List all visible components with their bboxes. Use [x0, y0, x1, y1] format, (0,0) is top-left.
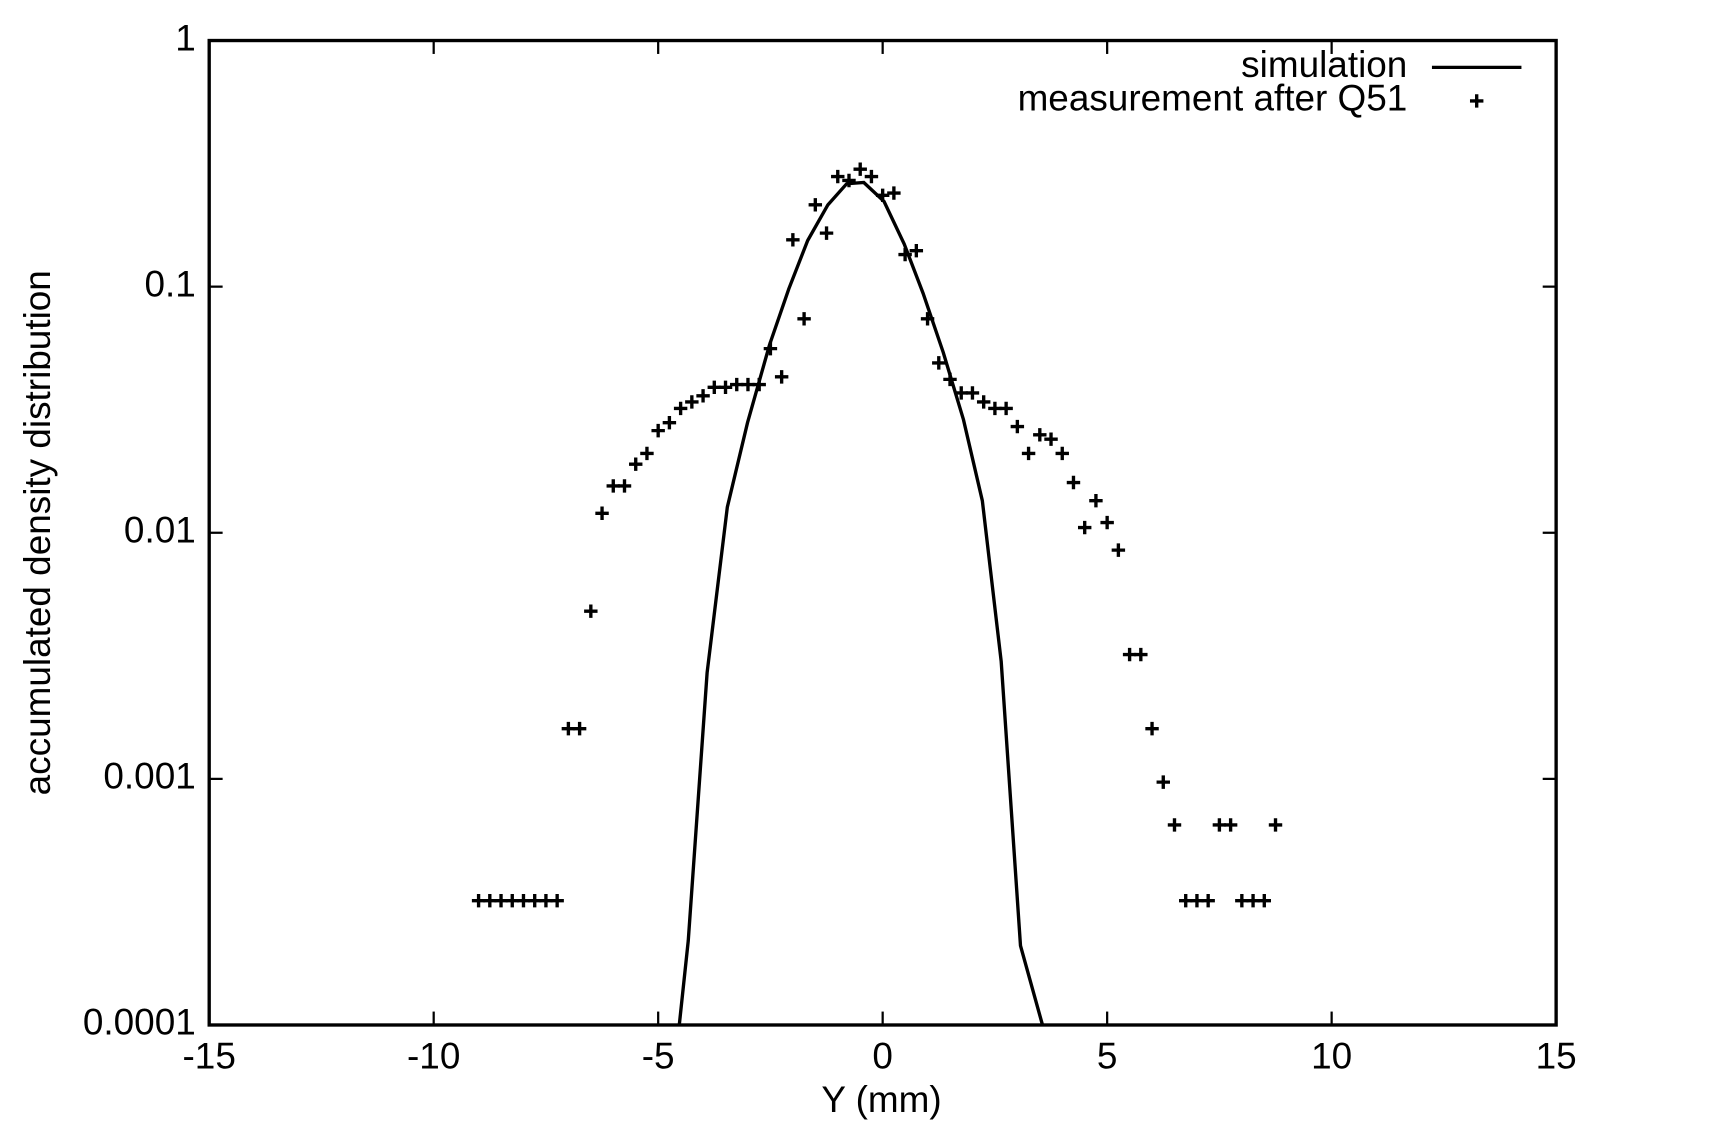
data-point	[1044, 432, 1058, 446]
data-point	[864, 169, 879, 184]
data-point	[774, 370, 789, 384]
y-axis-label: accumulated density distribution	[17, 270, 58, 795]
data-point	[483, 893, 497, 908]
data-point	[606, 479, 620, 493]
data-point	[572, 721, 587, 736]
x-tick-label: -5	[642, 1035, 675, 1076]
data-point	[1010, 419, 1025, 434]
data-point	[943, 372, 957, 387]
data-point	[1111, 543, 1126, 557]
data-point	[1134, 647, 1148, 662]
data-point	[696, 389, 710, 403]
data-point	[617, 479, 632, 493]
x-tick-label: 15	[1536, 1035, 1577, 1076]
data-point	[1077, 520, 1092, 535]
data-point	[629, 457, 643, 471]
data-point	[584, 604, 598, 618]
x-tick-label: 5	[1097, 1035, 1118, 1076]
data-point	[898, 247, 912, 262]
data-point	[707, 380, 722, 395]
data-point	[1268, 818, 1283, 832]
data-point	[561, 721, 576, 736]
simulation-line	[677, 180, 1045, 1026]
data-point	[1179, 893, 1193, 908]
data-point	[718, 380, 733, 395]
y-tick-label: 0.001	[103, 756, 195, 797]
x-tick-label: -15	[183, 1035, 236, 1076]
legend-swatch	[1469, 94, 1484, 108]
data-point	[1167, 818, 1182, 832]
data-point	[954, 386, 968, 400]
x-tick-label: 10	[1311, 1035, 1352, 1076]
data-point	[965, 386, 980, 400]
data-point	[550, 893, 564, 908]
data-point	[1145, 721, 1159, 736]
data-point	[640, 446, 654, 461]
data-point	[662, 415, 677, 430]
y-tick-label: 0.01	[124, 510, 196, 551]
data-point	[808, 198, 823, 212]
data-point	[527, 893, 542, 908]
data-point	[920, 312, 935, 326]
data-point	[516, 893, 531, 908]
data-point	[763, 341, 778, 356]
data-point	[842, 173, 856, 188]
data-point	[673, 401, 688, 416]
data-point	[651, 423, 665, 438]
data-point	[831, 169, 845, 184]
legend-label: measurement after Q51	[1018, 78, 1408, 119]
data-point	[999, 401, 1013, 416]
data-point	[752, 377, 766, 392]
data-point	[1021, 446, 1036, 461]
data-point	[1190, 893, 1204, 908]
y-tick-label: 0.1	[144, 263, 195, 304]
data-point	[1201, 893, 1215, 908]
data-point	[1055, 446, 1069, 461]
data-point	[1089, 493, 1103, 508]
data-point	[1100, 515, 1114, 530]
x-axis-label: Y (mm)	[821, 1079, 941, 1120]
data-point	[505, 893, 519, 908]
data-point	[1223, 818, 1238, 832]
data-point	[741, 377, 755, 392]
data-point	[1156, 775, 1170, 789]
y-tick-label: 1	[175, 17, 196, 58]
data-point	[909, 243, 924, 258]
data-point	[819, 226, 834, 240]
data-point	[932, 356, 946, 370]
data-point	[1257, 893, 1271, 908]
data-point	[853, 162, 867, 176]
x-tick-label: 0	[872, 1035, 893, 1076]
data-point	[1122, 647, 1137, 662]
y-tick-label: 0.0001	[83, 1002, 196, 1043]
data-point	[595, 506, 609, 520]
data-point	[730, 377, 744, 392]
data-point	[1246, 893, 1260, 908]
plot-frame	[207, 38, 1558, 1027]
data-point	[1212, 818, 1227, 832]
data-point	[539, 893, 553, 908]
data-point	[1066, 475, 1081, 490]
data-point	[685, 395, 699, 409]
data-point	[1033, 428, 1047, 442]
data-point	[786, 233, 800, 247]
x-tick-label: -10	[407, 1035, 460, 1076]
data-point	[976, 395, 991, 409]
data-point	[988, 401, 1002, 416]
legend-label: simulation	[1241, 44, 1407, 85]
data-point	[887, 186, 901, 200]
data-point	[1235, 893, 1249, 908]
data-point	[471, 893, 486, 908]
data-point	[494, 893, 508, 908]
data-point	[875, 188, 890, 203]
data-point	[797, 312, 811, 326]
